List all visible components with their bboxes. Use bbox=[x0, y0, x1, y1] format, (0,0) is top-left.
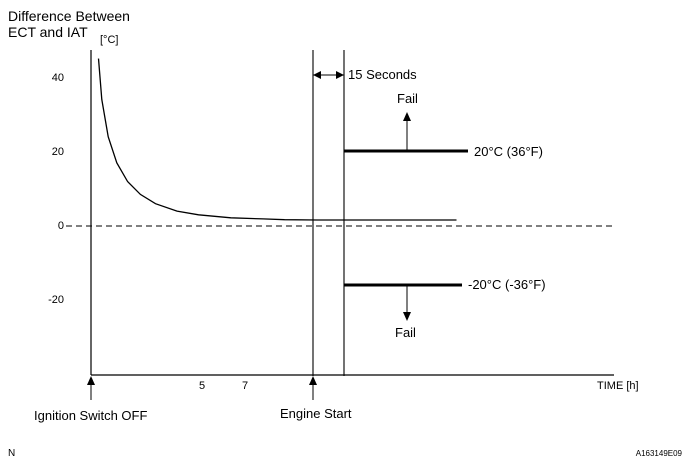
interval-label: 15 Seconds bbox=[348, 67, 417, 82]
engine-start-label: Engine Start bbox=[280, 406, 352, 421]
fail-upper-label: Fail bbox=[397, 91, 418, 106]
x-tick-label-7: 7 bbox=[242, 380, 248, 392]
chart-title-line1: Difference Between bbox=[8, 8, 130, 24]
fail-lower-label: Fail bbox=[395, 325, 416, 340]
fail-up-arrow-head bbox=[403, 112, 411, 121]
y-tick-label-20: 20 bbox=[52, 146, 64, 158]
ignition-off-arrow-head bbox=[87, 376, 95, 385]
interval-arrow-left-head bbox=[313, 71, 321, 79]
footer-left-mark: N bbox=[8, 448, 15, 459]
y-tick-label-40: 40 bbox=[52, 72, 64, 84]
fail-down-arrow-head bbox=[403, 312, 411, 321]
series-line bbox=[97, 58, 457, 221]
x-axis-label: TIME [h] bbox=[597, 380, 639, 392]
y-tick-label-minus20: -20 bbox=[48, 294, 64, 306]
x-tick-label-5: 5 bbox=[199, 380, 205, 392]
y-axis-label: [°C] bbox=[100, 34, 118, 46]
chart-title-line2: ECT and IAT bbox=[8, 24, 88, 40]
engine-start-arrow-head bbox=[309, 376, 317, 385]
figure-id: A163149E09 bbox=[636, 449, 683, 458]
lower-threshold-label: -20°C (-36°F) bbox=[468, 277, 546, 292]
upper-threshold-label: 20°C (36°F) bbox=[474, 144, 543, 159]
interval-arrow-right-head bbox=[336, 71, 344, 79]
ignition-off-label: Ignition Switch OFF bbox=[34, 408, 147, 423]
y-tick-label-0: 0 bbox=[58, 220, 64, 232]
